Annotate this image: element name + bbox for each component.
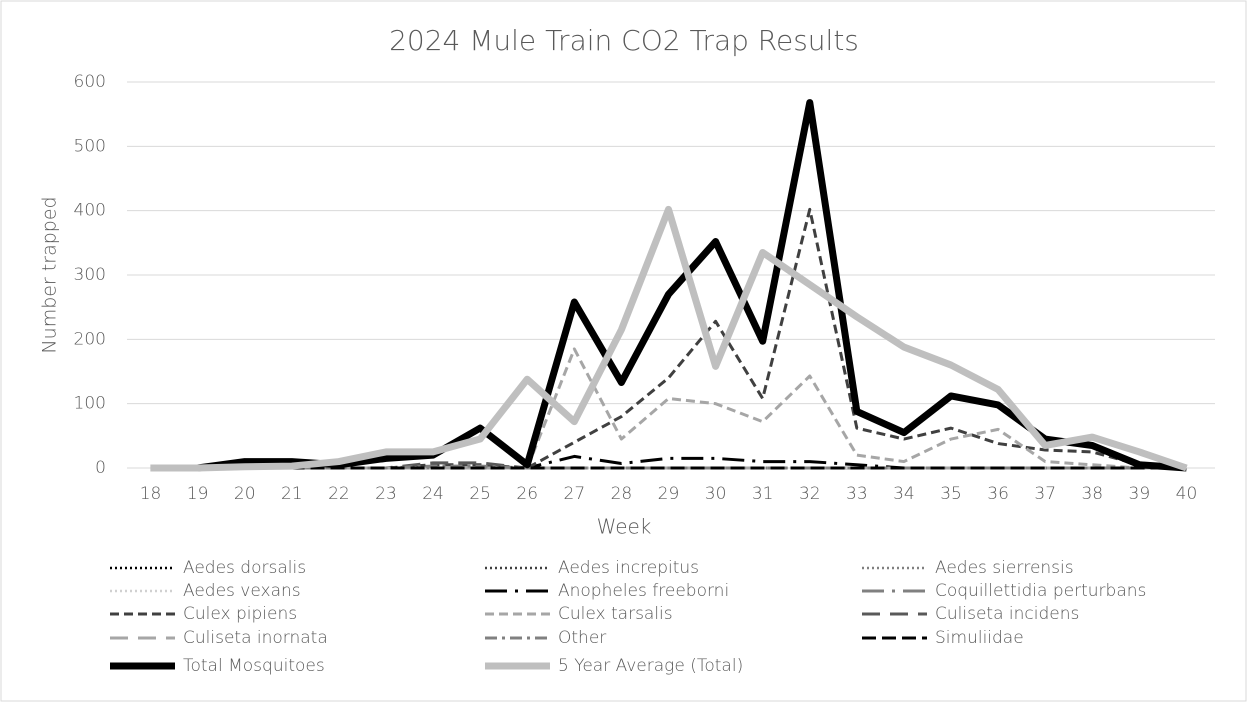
x-tick-label: 24 [422, 484, 444, 504]
x-tick-label: 29 [658, 484, 680, 504]
x-tick-label: 30 [705, 484, 727, 504]
x-tick-label: 18 [140, 484, 162, 504]
x-tick-label: 26 [516, 484, 538, 504]
chart-title: 2024 Mule Train CO2 Trap Results [389, 24, 859, 57]
x-tick-label: 27 [564, 484, 586, 504]
y-axis-label: Number trapped [39, 196, 61, 353]
x-tick-label: 36 [987, 484, 1009, 504]
legend-label: 5 Year Average (Total) [558, 656, 743, 676]
x-tick-label: 31 [752, 484, 774, 504]
legend-label: Aedes vexans [183, 581, 301, 601]
legend-label: Culiseta incidens [935, 604, 1079, 624]
x-tick-label: 28 [611, 484, 633, 504]
y-tick-label: 300 [74, 265, 106, 285]
x-tick-label: 25 [469, 484, 491, 504]
legend-label: Culex pipiens [183, 604, 297, 624]
legend-label: Culiseta inornata [183, 628, 328, 648]
y-tick-label: 400 [74, 201, 106, 221]
x-tick-label: 34 [893, 484, 915, 504]
legend-label: Anopheles freeborni [558, 581, 729, 601]
x-tick-label: 37 [1034, 484, 1056, 504]
y-tick-label: 200 [74, 329, 106, 349]
y-tick-label: 0 [95, 458, 106, 478]
y-tick-label: 600 [74, 72, 106, 92]
x-tick-label: 35 [940, 484, 962, 504]
y-tick-label: 100 [74, 394, 106, 414]
x-tick-label: 32 [799, 484, 821, 504]
x-tick-label: 38 [1081, 484, 1103, 504]
x-tick-label: 39 [1129, 484, 1151, 504]
x-tick-label: 19 [187, 484, 209, 504]
legend-label: Aedes sierrensis [935, 558, 1074, 578]
series-line [150, 464, 1187, 470]
legend-label: Simuliidae [935, 628, 1024, 648]
x-tick-label: 23 [375, 484, 397, 504]
legend-label: Total Mosquitoes [183, 656, 325, 676]
x-axis-label: Week [597, 515, 652, 539]
legend-label: Aedes dorsalis [183, 558, 306, 578]
x-tick-label: 22 [328, 484, 350, 504]
series-line [150, 205, 1188, 472]
y-tick-label: 500 [74, 136, 106, 156]
legend-label: Aedes increpitus [558, 558, 699, 578]
legend-label: Culex tarsalis [558, 604, 673, 624]
x-tick-label: 33 [846, 484, 868, 504]
x-tick-label: 40 [1176, 484, 1198, 504]
legend-label: Other [558, 628, 606, 648]
legend-label: Coquillettidia perturbans [935, 581, 1146, 601]
x-tick-label: 20 [234, 484, 256, 504]
x-tick-label: 21 [281, 484, 303, 504]
